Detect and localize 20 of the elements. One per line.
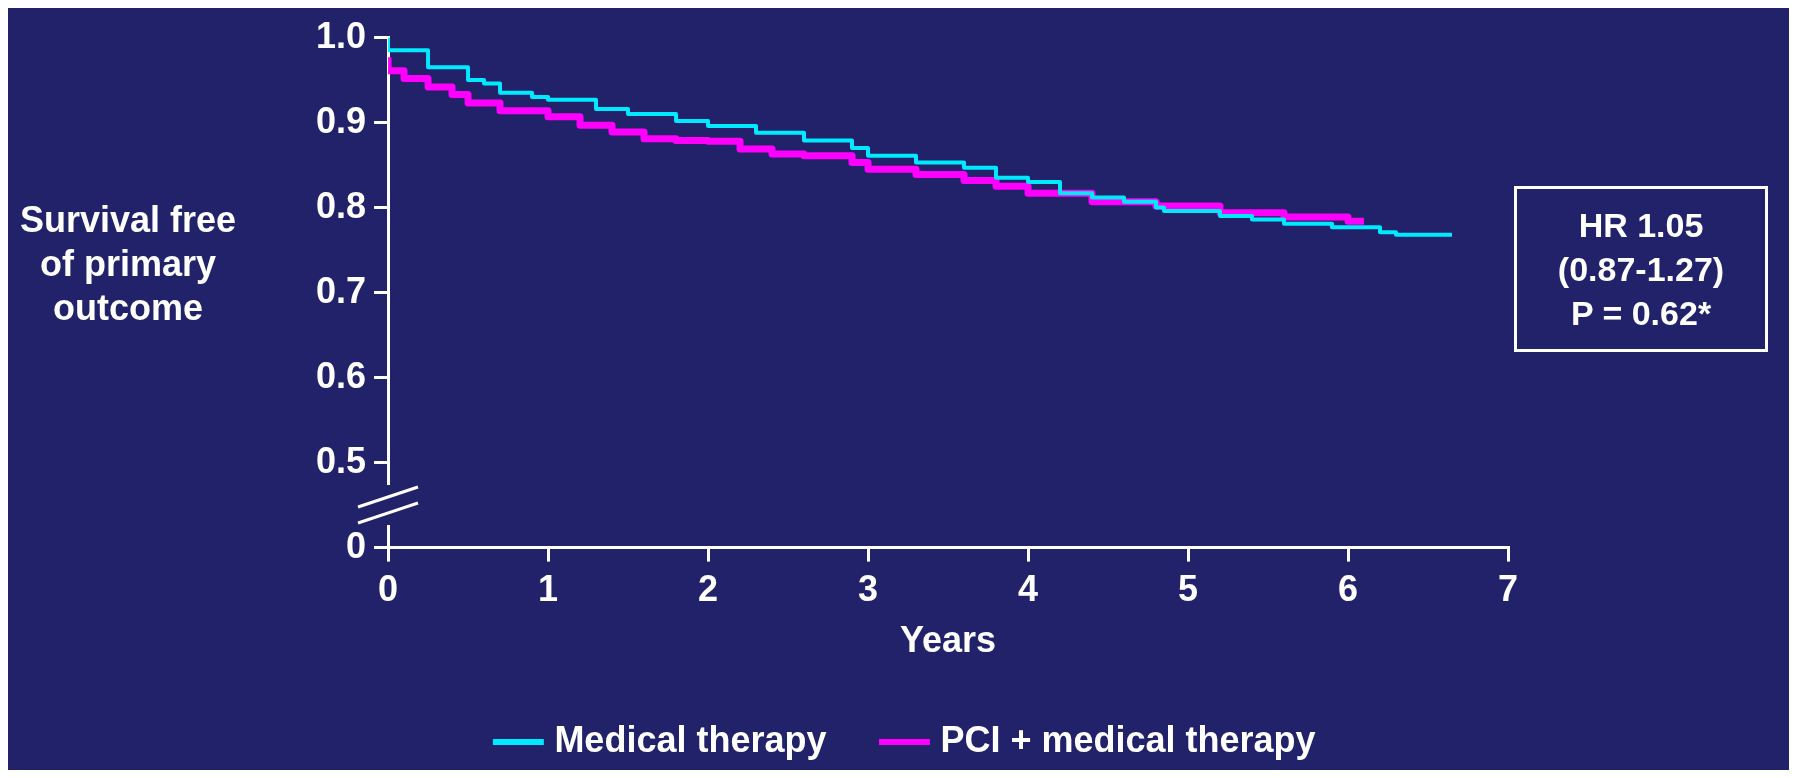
x-tick-label: 1: [538, 568, 559, 610]
y-tick-label: 0.9: [316, 99, 367, 141]
x-tick-label: 2: [698, 568, 719, 610]
y-tick-label: 0.7: [316, 269, 367, 311]
x-tick-label: 0: [378, 568, 399, 610]
x-tick-label: 4: [1018, 568, 1039, 610]
y-tick-label: 0.5: [316, 439, 367, 481]
text: HR 1.05 (0.87-1.27) P = 0.62*: [1514, 186, 1768, 352]
y-tick-label: 1.0: [316, 14, 367, 56]
y-tick-label: 0.8: [316, 184, 367, 226]
y-tick-label: 0.6: [316, 354, 367, 396]
x-tick-label: 3: [858, 568, 879, 610]
legend-label: PCI + medical therapy: [940, 718, 1316, 760]
legend-label: Medical therapy: [554, 718, 827, 760]
x-tick-label: 7: [1497, 568, 1519, 610]
y-tick-label: 0: [346, 524, 367, 566]
x-tick-label: 5: [1178, 568, 1199, 610]
x-tick-label: 6: [1337, 568, 1359, 610]
x-axis-title: Years: [899, 619, 997, 661]
y-axis-title: Survival free of primary outcome: [18, 198, 238, 330]
